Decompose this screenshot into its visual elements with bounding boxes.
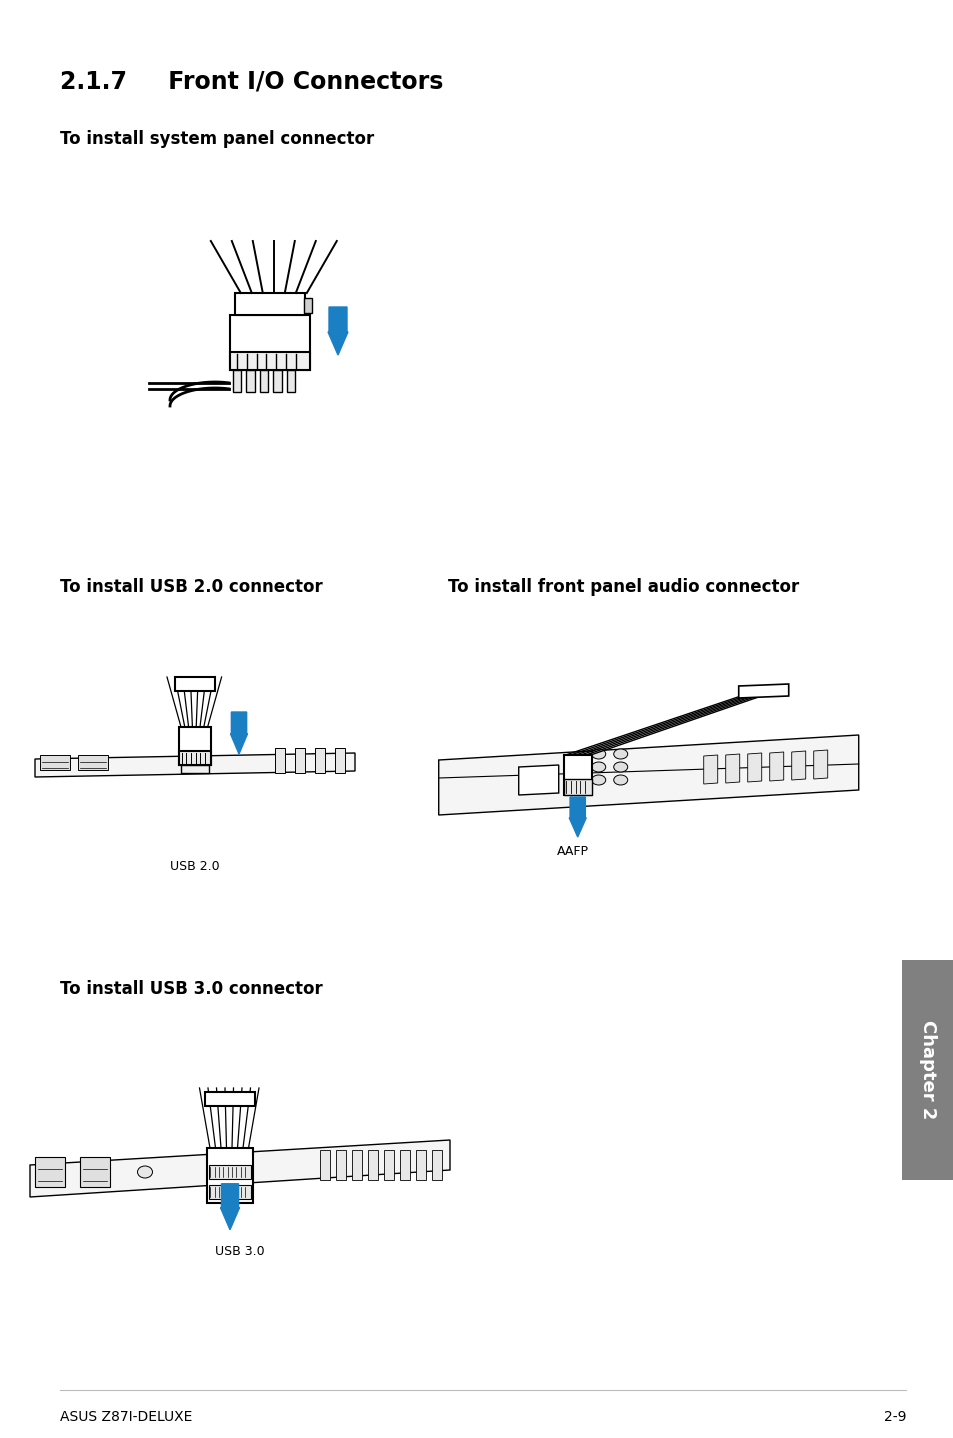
FancyBboxPatch shape [563,779,591,795]
Polygon shape [725,754,739,784]
Text: To install USB 2.0 connector: To install USB 2.0 connector [60,578,322,595]
FancyBboxPatch shape [287,370,294,393]
Polygon shape [518,765,558,795]
Text: To install system panel connector: To install system panel connector [60,129,374,148]
FancyBboxPatch shape [274,748,285,774]
FancyBboxPatch shape [319,1150,330,1181]
Ellipse shape [591,749,605,759]
FancyBboxPatch shape [208,1148,253,1204]
FancyBboxPatch shape [399,1150,410,1181]
FancyBboxPatch shape [179,751,211,765]
FancyBboxPatch shape [230,352,310,370]
Text: Chapter 2: Chapter 2 [918,1021,936,1120]
Polygon shape [738,684,788,697]
FancyBboxPatch shape [901,961,953,1181]
FancyBboxPatch shape [368,1150,377,1181]
FancyBboxPatch shape [273,370,281,393]
Text: AAFP: AAFP [557,846,588,858]
FancyBboxPatch shape [432,1150,441,1181]
Text: ASUS Z87I-DELUXE: ASUS Z87I-DELUXE [60,1411,193,1424]
FancyBboxPatch shape [179,728,211,765]
FancyBboxPatch shape [314,748,325,774]
Text: USB 3.0: USB 3.0 [215,1245,265,1258]
Ellipse shape [591,762,605,772]
FancyBboxPatch shape [335,1150,346,1181]
FancyBboxPatch shape [416,1150,426,1181]
Text: 2-9: 2-9 [882,1411,905,1424]
Ellipse shape [591,775,605,785]
FancyBboxPatch shape [230,315,310,370]
Ellipse shape [613,749,627,759]
FancyBboxPatch shape [384,1150,394,1181]
Polygon shape [747,754,760,782]
Text: 2.1.7     Front I/O Connectors: 2.1.7 Front I/O Connectors [60,70,443,93]
FancyBboxPatch shape [352,1150,361,1181]
FancyBboxPatch shape [259,370,268,393]
FancyBboxPatch shape [80,1158,110,1186]
Polygon shape [569,797,585,837]
FancyBboxPatch shape [304,298,312,313]
Polygon shape [220,1183,239,1229]
FancyBboxPatch shape [294,748,305,774]
Polygon shape [40,755,70,769]
Text: USB 2.0: USB 2.0 [170,860,219,873]
Polygon shape [328,306,348,355]
FancyBboxPatch shape [563,755,591,795]
FancyBboxPatch shape [246,370,254,393]
Polygon shape [35,754,355,777]
Ellipse shape [613,775,627,785]
FancyBboxPatch shape [335,748,345,774]
Ellipse shape [137,1166,152,1178]
FancyBboxPatch shape [210,1185,251,1199]
Polygon shape [78,755,108,769]
Polygon shape [438,735,858,815]
FancyBboxPatch shape [174,677,214,692]
Polygon shape [813,751,827,779]
Polygon shape [231,712,247,754]
Text: To install front panel audio connector: To install front panel audio connector [448,578,799,595]
FancyBboxPatch shape [233,370,241,393]
Polygon shape [769,752,783,781]
Polygon shape [791,751,805,779]
FancyBboxPatch shape [234,293,305,315]
FancyBboxPatch shape [210,1165,251,1179]
FancyBboxPatch shape [181,765,209,774]
Polygon shape [30,1140,450,1196]
Polygon shape [703,755,717,784]
Text: To install USB 3.0 connector: To install USB 3.0 connector [60,981,322,998]
Ellipse shape [613,762,627,772]
FancyBboxPatch shape [35,1158,65,1186]
FancyBboxPatch shape [205,1091,254,1106]
